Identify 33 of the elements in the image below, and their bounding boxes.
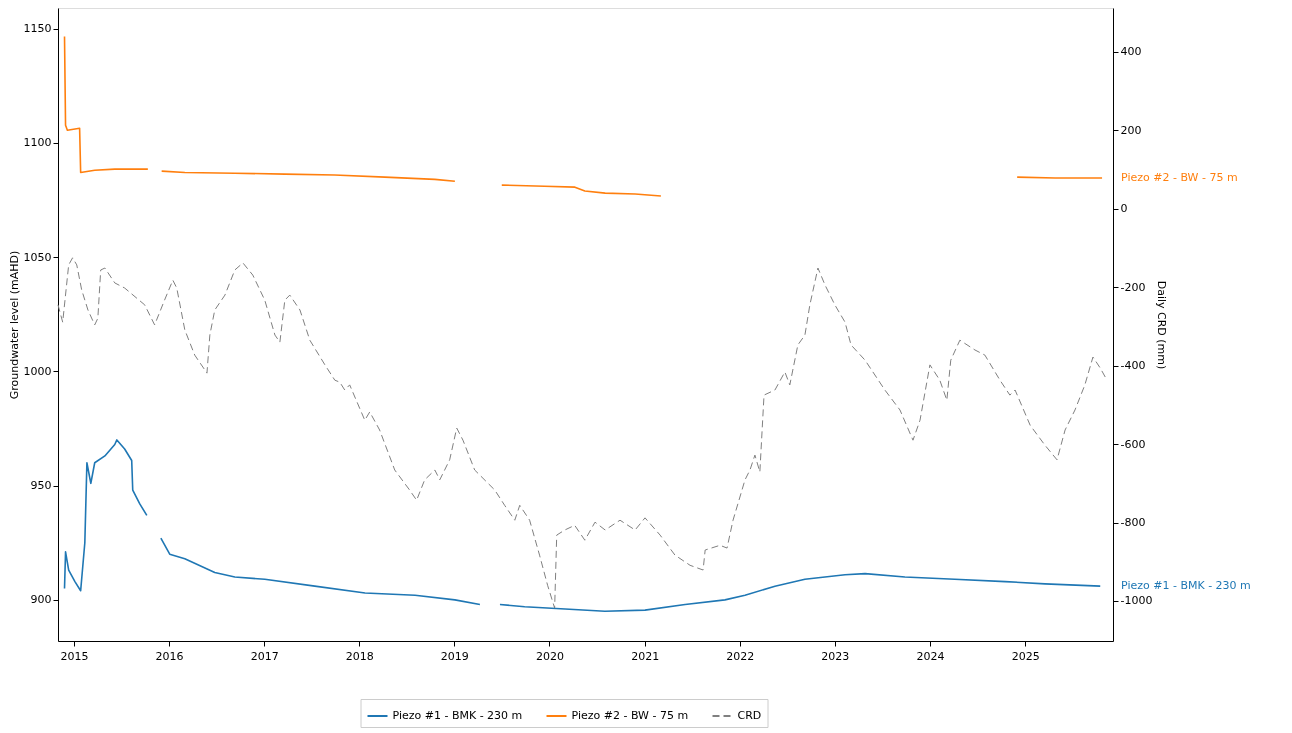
legend-label: Piezo #1 - BMK - 230 m: [392, 709, 523, 722]
legend-label: Piezo #2 - BW - 75 m: [571, 709, 689, 722]
y2-tick-label: -1000: [1120, 594, 1153, 608]
y2-tick-label: -200: [1120, 280, 1146, 294]
x-tick-label: 2015: [60, 649, 89, 663]
x-tick-label: 2018: [345, 649, 374, 663]
x-tick-label: 2025: [1011, 649, 1040, 663]
legend-label: CRD: [737, 709, 762, 722]
x-tick-label: 2019: [440, 649, 469, 663]
x-tick-label: 2023: [821, 649, 850, 663]
y-tick-label: 1100: [23, 136, 52, 150]
text: Piezo #1 - BMK - 230 m: [1121, 579, 1251, 593]
y-tick-label: 1150: [23, 22, 52, 36]
y2-tick-label: 400: [1120, 45, 1142, 59]
x-tick-label: 2016: [155, 649, 184, 663]
x-tick-label: 2021: [631, 649, 660, 663]
x-tick-label: 2024: [916, 649, 945, 663]
line-series: [57, 257, 1108, 609]
y2-tick-label: -800: [1120, 516, 1146, 530]
y2-tick-label: -400: [1120, 359, 1146, 373]
y-tick-label: 1000: [23, 364, 52, 378]
x-tick-label: 2020: [535, 649, 564, 663]
y2-tick-label: 0: [1120, 202, 1128, 216]
y-tick-label: 1050: [23, 250, 52, 264]
x-tick-label: 2022: [726, 649, 755, 663]
y2-axis-title: Daily CRD (mm): [1155, 280, 1169, 370]
y-axis-title: Groundwater level (mAHD): [7, 250, 21, 400]
y-tick-label: 950: [30, 479, 52, 493]
y-tick-label: 900: [30, 593, 52, 607]
y2-tick-label: 200: [1120, 123, 1142, 137]
x-tick-label: 2017: [250, 649, 279, 663]
text: Piezo #2 - BW - 75 m: [1121, 171, 1238, 185]
y2-tick-label: -600: [1120, 437, 1146, 451]
